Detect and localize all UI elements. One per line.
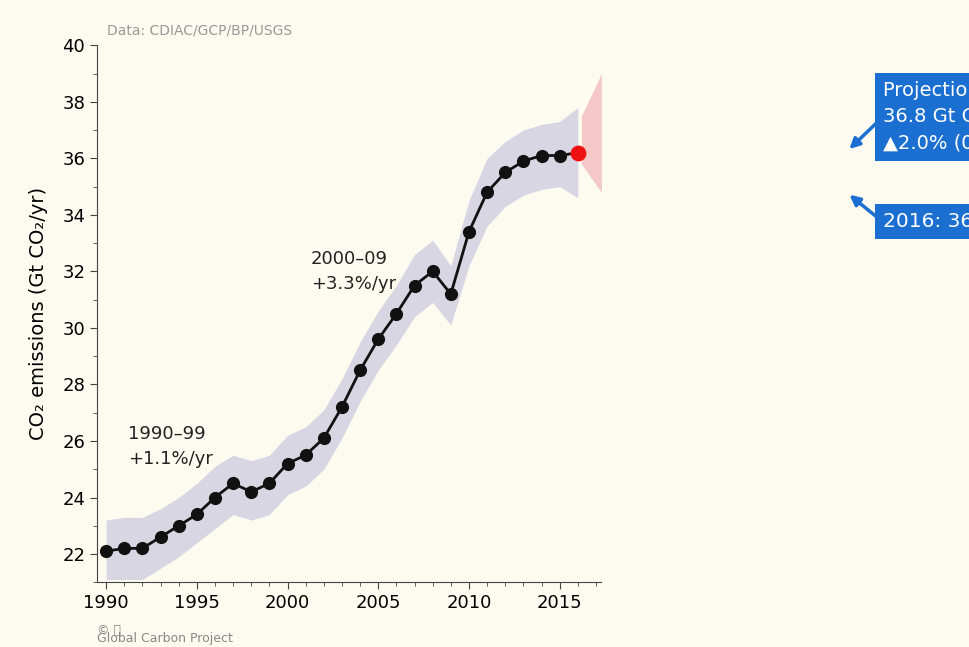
Point bbox=[533, 150, 548, 160]
Point bbox=[352, 365, 367, 375]
Point bbox=[243, 487, 259, 497]
Point bbox=[370, 334, 386, 344]
Point bbox=[316, 433, 331, 443]
Point bbox=[389, 309, 404, 319]
Point bbox=[135, 543, 150, 554]
Point bbox=[297, 450, 313, 460]
Point bbox=[334, 402, 350, 412]
Point bbox=[152, 532, 168, 542]
Y-axis label: CO₂ emissions (Gt CO₂/yr): CO₂ emissions (Gt CO₂/yr) bbox=[29, 187, 48, 441]
Text: Data: CDIAC/GCP/BP/USGS: Data: CDIAC/GCP/BP/USGS bbox=[107, 23, 292, 37]
Text: Projection 2017
36.8 Gt CO₂
▲2.0% (0.8%–3.0%): Projection 2017 36.8 Gt CO₂ ▲2.0% (0.8%–… bbox=[882, 81, 969, 153]
Point bbox=[551, 150, 567, 160]
Point bbox=[98, 546, 113, 556]
Text: 2016: 36.2 Gt CO₂: 2016: 36.2 Gt CO₂ bbox=[882, 212, 969, 232]
Point bbox=[443, 289, 458, 299]
Point bbox=[225, 478, 240, 488]
Point bbox=[406, 280, 422, 291]
Text: 1990–99
+1.1%/yr: 1990–99 +1.1%/yr bbox=[128, 425, 212, 468]
Text: Global Carbon Project: Global Carbon Project bbox=[97, 632, 233, 645]
Point bbox=[207, 492, 223, 503]
Text: © ⓘ: © ⓘ bbox=[97, 624, 121, 637]
Text: 2000–09
+3.3%/yr: 2000–09 +3.3%/yr bbox=[311, 250, 395, 293]
Point bbox=[171, 521, 186, 531]
Point bbox=[460, 226, 476, 237]
Point bbox=[279, 459, 295, 469]
Point bbox=[497, 168, 513, 178]
Point bbox=[262, 478, 277, 488]
Point bbox=[516, 156, 531, 166]
Point bbox=[479, 187, 494, 197]
Point bbox=[570, 148, 585, 158]
Point bbox=[116, 543, 132, 554]
Point bbox=[570, 148, 585, 158]
Point bbox=[424, 266, 440, 276]
Point bbox=[189, 509, 204, 520]
